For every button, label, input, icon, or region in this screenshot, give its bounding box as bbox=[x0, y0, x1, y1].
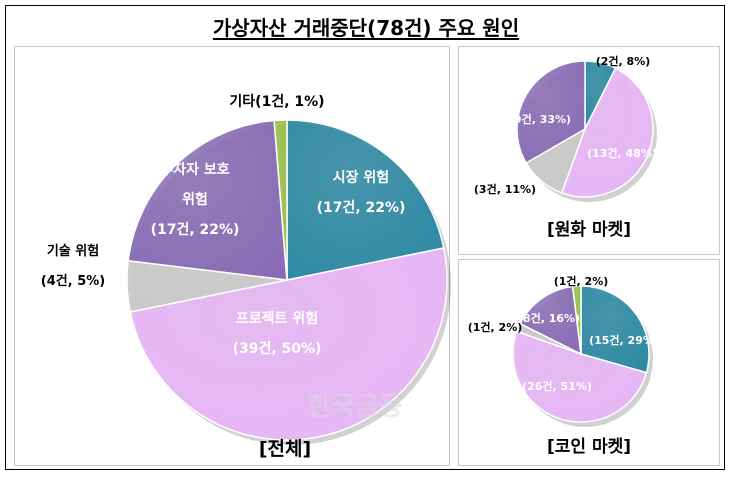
pie-slice-0 bbox=[580, 285, 650, 374]
slice-label-0: (15건, 29%) bbox=[589, 333, 659, 347]
chart-caption: [원화 마켓] bbox=[547, 220, 631, 240]
slice-label-0: (2건, 8%) bbox=[596, 54, 651, 68]
coin-market-panel: (15건, 29%) (26건, 51%) (1건, 2%) (8건, 16%) (1건… bbox=[458, 259, 720, 466]
slice-label-3: 투자자 보호 위험 (17건, 22%) bbox=[151, 162, 240, 238]
pie-slice-1 bbox=[560, 67, 654, 198]
chart-caption: [전체] bbox=[259, 438, 311, 460]
slice-label-2: (3건, 11%) bbox=[474, 182, 536, 196]
krw-market-panel: (2건, 8%) (13건, 48%) (3건, 11%) (9건, 33%) [원화 … bbox=[458, 46, 720, 255]
slice-label-2: (1건, 2%) bbox=[468, 320, 523, 334]
overall-panel: 시장 위험 (17건, 22%) 프로젝트 위험 (39건, 50%) 기술 위험 (4건… bbox=[14, 46, 451, 466]
krw-market-pie-chart: (2건, 8%) (13건, 48%) (3건, 11%) (9건, 33%) [원화 … bbox=[474, 54, 657, 240]
pie-slice-3 bbox=[519, 285, 582, 356]
chart-caption: [코인 마켓] bbox=[547, 437, 631, 457]
chart-title: 가상자산 거래중단(78건) 주요 원인 bbox=[212, 16, 520, 40]
pie-slice-3 bbox=[516, 60, 586, 165]
slice-label-1: (26건, 51%) bbox=[522, 379, 592, 393]
pie-slice-0 bbox=[286, 119, 445, 281]
pie-slice-4 bbox=[273, 119, 288, 281]
coin-market-pie-chart: (15건, 29%)(26건, 51%)(1건, 2%)(8건, 16%)(1건… bbox=[468, 274, 659, 457]
slice-label-1: (13건, 48%) bbox=[587, 146, 657, 160]
slice-label-4: 기타(1건, 1%) bbox=[229, 93, 324, 110]
slice-label-2: 기술 위험 (4건, 5%) bbox=[41, 243, 105, 289]
slice-label-3: (8건, 16%) bbox=[518, 311, 580, 325]
overall-pie-chart: 시장 위험 (17건, 22%) 프로젝트 위험 (39건, 50%) 기술 위험 (4건… bbox=[41, 93, 451, 460]
pie-slice-1 bbox=[512, 330, 648, 423]
pie-slice-4 bbox=[571, 285, 582, 355]
pie-slice-3 bbox=[127, 119, 288, 281]
slice-label-3: (9건, 33%) bbox=[509, 112, 571, 126]
figure-frame: 가상자산 거래중단(78건) 주요 원인 시장 위험 (17건, 22%) 프로젝트… bbox=[5, 5, 725, 470]
watermark: 한국금융 bbox=[307, 392, 403, 422]
slice-label-0: 시장 위험 (17건, 22%) bbox=[317, 169, 406, 216]
slice-label-1: 프로젝트 위험 (39건, 50%) bbox=[233, 310, 322, 357]
slice-label-4: (1건, 2%) bbox=[554, 274, 609, 288]
